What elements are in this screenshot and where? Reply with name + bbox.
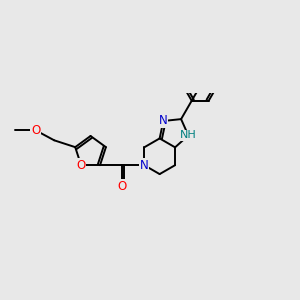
Text: O: O (76, 159, 86, 172)
Text: NH: NH (180, 130, 197, 140)
Text: O: O (118, 180, 127, 193)
Text: N: N (159, 115, 168, 128)
Text: O: O (31, 124, 40, 137)
Text: N: N (140, 159, 148, 172)
